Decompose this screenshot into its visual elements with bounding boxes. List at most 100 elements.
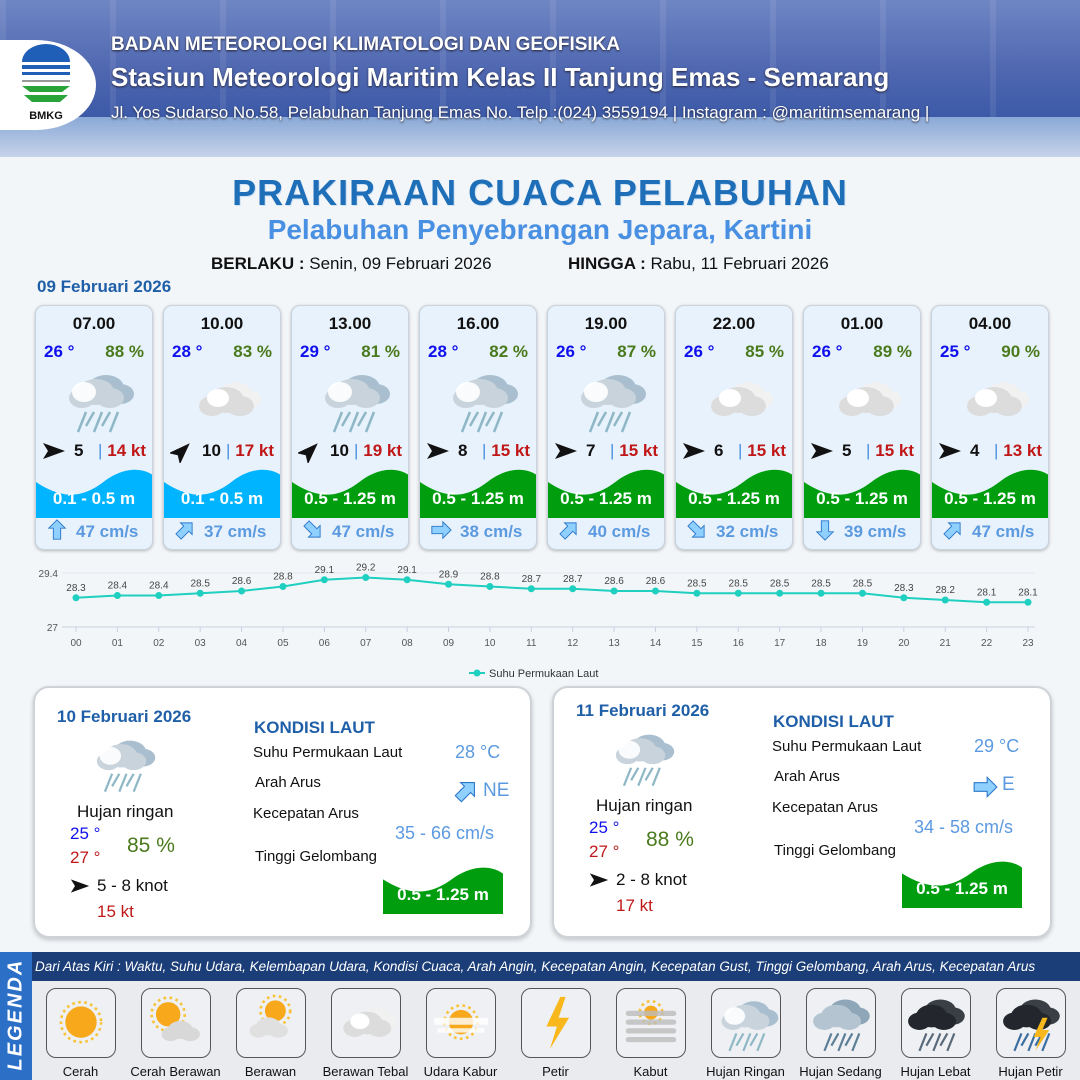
divider: | [482, 441, 487, 460]
temp-max: 27 ° [589, 842, 620, 861]
data-point [320, 576, 328, 584]
data-label: 28.7 [522, 574, 542, 585]
legend-side-label: LEGENDA [0, 952, 32, 1080]
data-label: 28.7 [563, 574, 583, 585]
data-label: 28.1 [1018, 587, 1038, 598]
air-temperature: 26 ° [556, 342, 587, 361]
current-direction-arrow-icon [46, 519, 68, 541]
data-label: 28.9 [439, 569, 459, 580]
legend-item-label: Hujan Lebat [900, 1064, 971, 1079]
wave-icon [804, 466, 920, 518]
x-tick-label: 15 [691, 638, 703, 649]
wind-direction-arrow-icon [938, 439, 962, 463]
forecast-date: 09 Februari 2026 [37, 277, 172, 296]
wind-direction-arrow-icon [554, 439, 578, 463]
legend-item-label: Hujan Petir [998, 1064, 1063, 1079]
wind-speed: 7 [586, 441, 596, 460]
x-tick-label: 13 [609, 638, 621, 649]
divider: | [610, 441, 615, 460]
data-point [734, 589, 742, 597]
data-point [527, 585, 535, 593]
gust-speed: 13 kt [1003, 441, 1042, 460]
divider: | [226, 441, 231, 460]
current-speed: 40 cm/s [588, 522, 651, 541]
valid-from: BERLAKU : Senin, 09 Februari 2026 [211, 254, 492, 273]
data-point [610, 587, 618, 595]
legend-item-label: Hujan Ringan [706, 1064, 785, 1079]
rain-cloud-icon [710, 988, 781, 1058]
wave-height: 0.5 - 1.25 m [916, 879, 1008, 898]
wave-icon [676, 466, 792, 518]
humidity: 90 % [1001, 342, 1040, 361]
data-label: 28.6 [604, 576, 624, 587]
wave-height: 0.5 - 1.25 m [816, 489, 908, 508]
cloudy-icon [954, 364, 1032, 436]
wave-height: 0.1 - 0.5 m [180, 489, 264, 508]
current-direction-arrow-icon [302, 519, 324, 541]
legend-item: Cerah Berawan [128, 988, 223, 1079]
wave-height: 0.5 - 1.25 m [432, 489, 524, 508]
data-point [113, 592, 121, 599]
thunderstorm-icon [995, 988, 1066, 1058]
divider: | [866, 441, 871, 460]
gust-speed: 15 kt [97, 902, 134, 921]
wind-direction-arrow-icon [168, 439, 194, 465]
x-tick-label: 22 [981, 638, 993, 649]
legend-item: Kabut [603, 988, 698, 1079]
header-banner: BMKG BADAN METEOROLOGI KLIMATOLOGI DAN G… [0, 0, 1080, 157]
gust-speed: 15 kt [491, 441, 530, 460]
x-tick-label: 00 [70, 638, 82, 649]
moderate-rain-icon [805, 988, 876, 1058]
data-label: 28.6 [232, 576, 252, 587]
x-tick-label: 01 [112, 638, 124, 649]
air-temperature: 28 ° [172, 342, 203, 361]
x-tick-label: 10 [484, 638, 496, 649]
temp-min: 25 ° [70, 824, 101, 843]
wave-height: 0.5 - 1.25 m [397, 885, 489, 904]
gust-speed: 17 kt [616, 896, 653, 915]
x-tick-label: 17 [774, 638, 786, 649]
forecast-time: 19.00 [584, 314, 628, 333]
y-tick-label: 29.4 [39, 569, 59, 580]
current-direction-arrow-icon [430, 519, 452, 541]
data-label: 29.2 [356, 563, 376, 574]
wind-speed: 5 [74, 441, 84, 460]
data-label: 28.4 [108, 581, 128, 592]
wind-speed: 5 [842, 441, 852, 460]
current-direction-label: Arah Arus [774, 768, 840, 785]
legend-item: Hujan Lebat [888, 988, 983, 1079]
data-label: 28.3 [66, 583, 86, 594]
current-direction: E [1002, 774, 1015, 795]
divider: | [98, 441, 103, 460]
sun-cloud-icon [140, 988, 211, 1058]
current-direction-arrow-icon [453, 778, 479, 804]
data-point [776, 589, 784, 597]
wave-height: 0.1 - 0.5 m [52, 489, 136, 508]
forecast-time: 13.00 [328, 314, 372, 333]
data-point [693, 589, 701, 597]
org-name: BADAN METEOROLOGI KLIMATOLOGI DAN GEOFIS… [111, 34, 621, 55]
data-label: 28.8 [480, 572, 500, 583]
x-tick-label: 14 [650, 638, 662, 649]
page-title: PRAKIRAAN CUACA PELABUHAN [232, 172, 848, 213]
data-label: 28.5 [687, 578, 707, 589]
day-summary-panel: 11 Februari 2026 Hujan ringan 25 ° 27 ° … [552, 686, 1052, 938]
sst-value: 28 °C [455, 742, 501, 762]
x-tick-label: 11 [526, 638, 537, 649]
data-point [817, 589, 825, 597]
legend-item: Cerah [33, 988, 128, 1079]
legend-item: Berawan [223, 988, 318, 1079]
humidity: 88 % [646, 828, 694, 851]
weather-condition: Hujan ringan [77, 802, 174, 821]
data-point [941, 596, 949, 604]
legend-item: Hujan Ringan [698, 988, 793, 1079]
data-point [238, 587, 246, 595]
forecast-time: 04.00 [968, 314, 1012, 333]
current-speed: 39 cm/s [844, 522, 907, 541]
x-tick-label: 12 [567, 638, 579, 649]
current-direction: NE [483, 780, 510, 801]
data-label: 29.1 [315, 565, 335, 576]
current-direction-arrow-icon [174, 519, 196, 541]
wave-icon [932, 466, 1048, 518]
current-direction-arrow-icon [972, 774, 998, 800]
